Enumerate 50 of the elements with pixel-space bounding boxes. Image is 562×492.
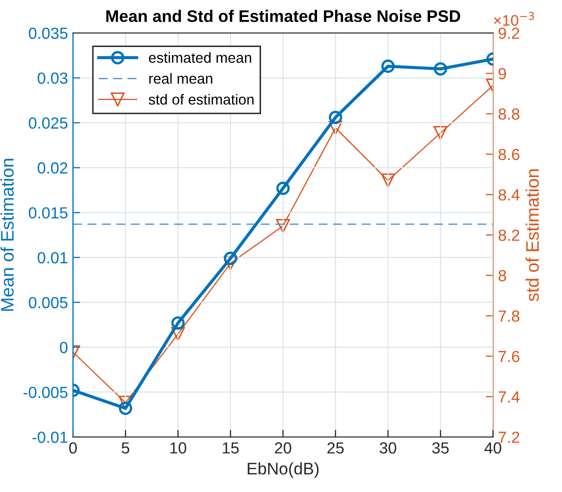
x-axis-title: EbNo(dB) [248, 462, 319, 478]
y2-tick-label: 7.6 [498, 350, 520, 362]
x-tick-label: 5 [122, 442, 130, 454]
y-tick-label: 0 [60, 342, 68, 354]
y-axis-title: Mean of Estimation [0, 158, 14, 311]
point [276, 182, 290, 195]
y2-tick-label: 7.8 [498, 310, 520, 322]
x-tick-label: 20 [274, 442, 292, 454]
y2-tick-label: 8.2 [498, 230, 520, 241]
point [434, 62, 448, 76]
point [276, 218, 290, 233]
y-tick-label: 0.02 [38, 162, 68, 174]
x-tick-label: 25 [327, 442, 344, 454]
x-tick-label: 10 [170, 442, 186, 454]
legend-label: std of estimation [148, 94, 254, 105]
y-tick-label: 0.025 [28, 117, 68, 129]
y-tick-label: 0.03 [38, 72, 68, 84]
y2-tick-label: 7.4 [498, 391, 520, 402]
point [434, 126, 448, 140]
x-tick-label: 0 [69, 442, 77, 454]
point [171, 327, 185, 341]
point [171, 316, 185, 330]
y2-tick-label: 7.2 [498, 432, 520, 443]
x-tick-label: 15 [222, 442, 239, 454]
y-tick-label: 0.005 [28, 296, 68, 308]
point [224, 252, 238, 266]
x-tick-label: 30 [380, 442, 396, 454]
x-tick-label: 35 [432, 442, 449, 454]
text: ×10$^{−3}$ [494, 12, 534, 26]
x-tick-label: 40 [484, 442, 502, 454]
y-tick-label: 0.015 [28, 207, 68, 218]
legend-label: real mean [149, 73, 212, 84]
y-tick-label: -0.01 [32, 432, 68, 443]
chart-title: Mean and Std of Estimated Phase Noise PSD [106, 10, 460, 22]
y2-tick-label: 8.6 [498, 148, 520, 160]
point [381, 60, 395, 73]
y2-tick-label: 9.2 [498, 28, 520, 39]
y2-tick-label: 8.8 [498, 108, 520, 120]
y-tick-label: 0.01 [38, 252, 68, 264]
point [381, 174, 395, 188]
point [328, 120, 342, 135]
point [328, 110, 342, 124]
y2-tick-label: 8 [498, 270, 506, 282]
y-tick-label: -0.005 [24, 386, 68, 398]
point [118, 402, 132, 415]
y2-tick-label: 8.4 [498, 189, 520, 201]
y2-axis-title: std of Estimation [526, 169, 539, 302]
legend-label: estimated mean [148, 52, 252, 63]
y2-tick-label: 9 [498, 68, 506, 80]
y-tick-label: 0.035 [28, 28, 68, 39]
